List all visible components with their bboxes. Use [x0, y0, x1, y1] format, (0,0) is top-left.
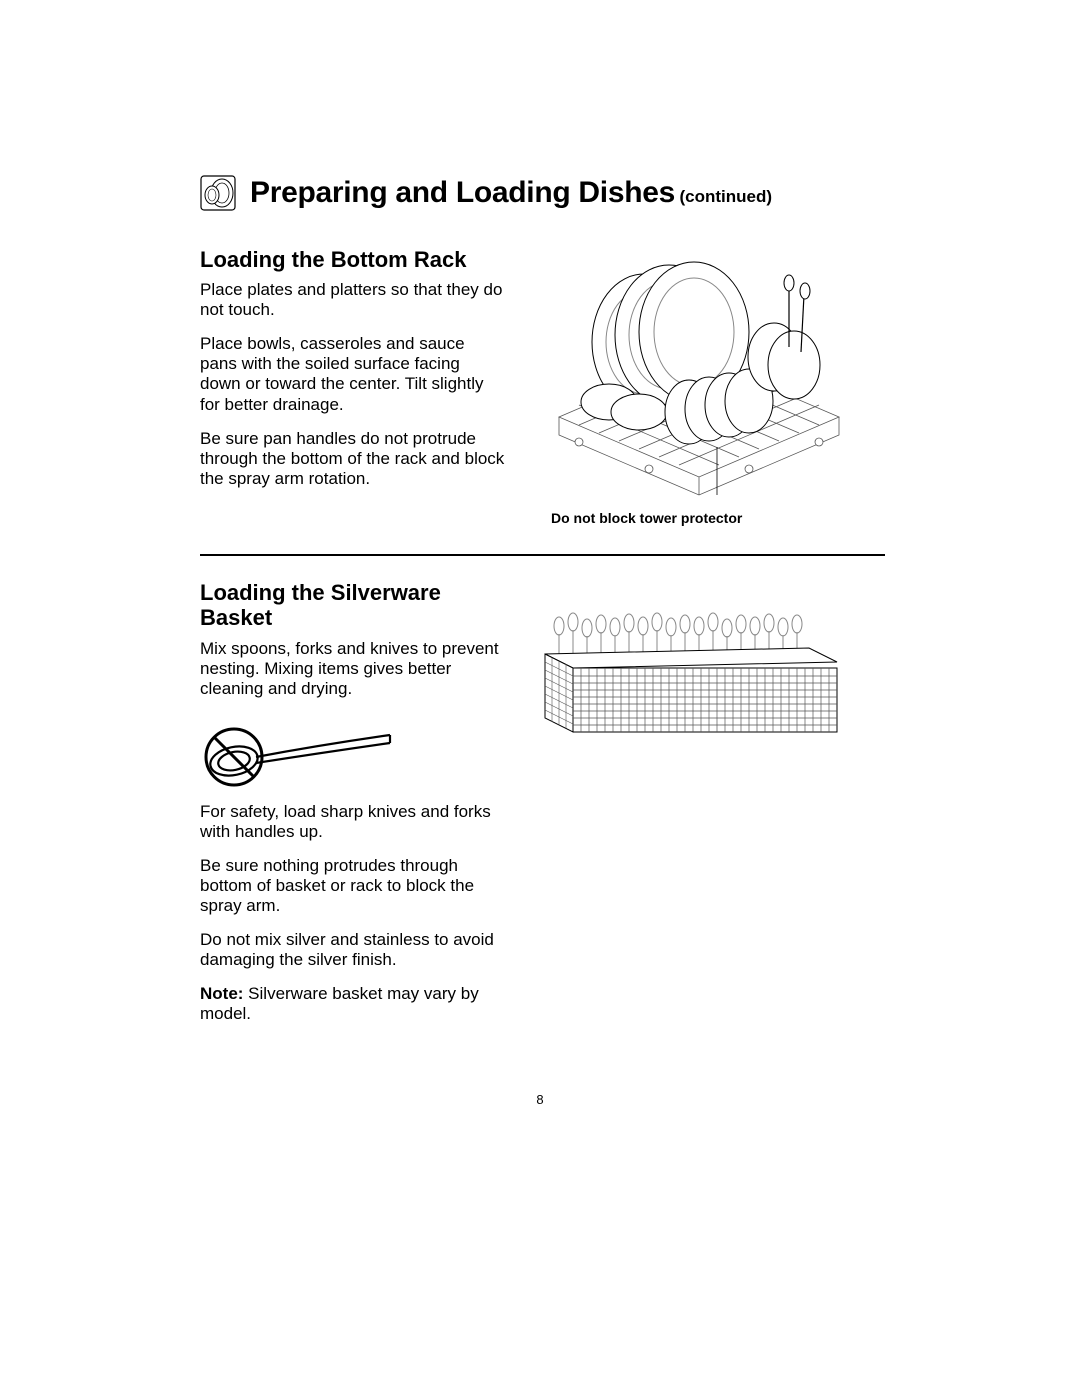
bottom-rack-illustration: [539, 247, 859, 497]
section2-p3: Be sure nothing protrudes through bottom…: [200, 856, 505, 916]
note-label: Note:: [200, 984, 243, 1003]
page-header: Preparing and Loading Dishes (continued): [200, 175, 885, 211]
page-number: 8: [0, 1092, 1080, 1107]
separator: [200, 554, 885, 556]
section1-p1: Place plates and platters so that they d…: [200, 280, 505, 320]
dishes-icon: [200, 175, 236, 211]
header-title: Preparing and Loading Dishes (continued): [250, 176, 772, 210]
silverware-basket-illustration: [539, 610, 849, 750]
section-bottom-rack: Loading the Bottom Rack Place plates and…: [200, 247, 885, 526]
section2-p2: For safety, load sharp knives and forks …: [200, 802, 505, 842]
section1-p2: Place bowls, casseroles and sauce pans w…: [200, 334, 505, 414]
section2-heading: Loading the Silverware Basket: [200, 580, 505, 631]
no-spoon-nesting-icon: [200, 717, 400, 787]
section1-heading: Loading the Bottom Rack: [200, 247, 505, 272]
title-suffix: (continued): [679, 187, 772, 206]
section1-p3: Be sure pan handles do not protrude thro…: [200, 429, 505, 489]
section-silverware: Loading the Silverware Basket Mix spoons…: [200, 580, 885, 1024]
title-text: Preparing and Loading Dishes: [250, 176, 675, 209]
section2-p5: Note: Silverware basket may vary by mode…: [200, 984, 505, 1024]
section2-p4: Do not mix silver and stainless to avoid…: [200, 930, 505, 970]
section2-p1: Mix spoons, forks and knives to prevent …: [200, 639, 505, 699]
rack-caption: Do not block tower protector: [551, 510, 885, 526]
